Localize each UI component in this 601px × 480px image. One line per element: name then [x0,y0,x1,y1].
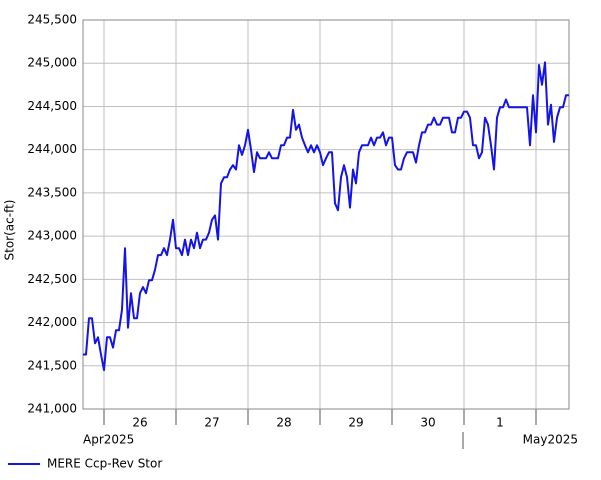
data-line [83,61,569,372]
x-tick-label: 30 [420,416,435,430]
y-tick-label: 244,500 [27,99,77,113]
plot-border [82,19,570,410]
y-tick-label: 242,000 [27,315,77,329]
x-tick-label: 1 [496,416,504,430]
plot-background [82,19,570,410]
y-axis-label: Stor(ac-ft) [3,200,17,261]
y-tick-label: 245,000 [27,56,77,70]
y-tick-label: 243,500 [27,185,77,199]
x-tick-label: 27 [204,416,219,430]
legend-label: MERE Ccp-Rev Stor [47,457,162,471]
y-tick-label: 244,000 [27,142,77,156]
x-tick-label: 28 [276,416,291,430]
y-tick-label: 243,000 [27,229,77,243]
month-label: May2025 [523,433,578,447]
y-tick-label: 242,500 [27,272,77,286]
y-tick-label: 241,000 [27,402,77,416]
x-tick-label: 26 [132,416,147,430]
month-label: Apr2025 [83,433,134,447]
y-tick-label: 241,500 [27,358,77,372]
y-tick-label: 245,500 [27,13,77,27]
x-tick-label: 29 [348,416,363,430]
